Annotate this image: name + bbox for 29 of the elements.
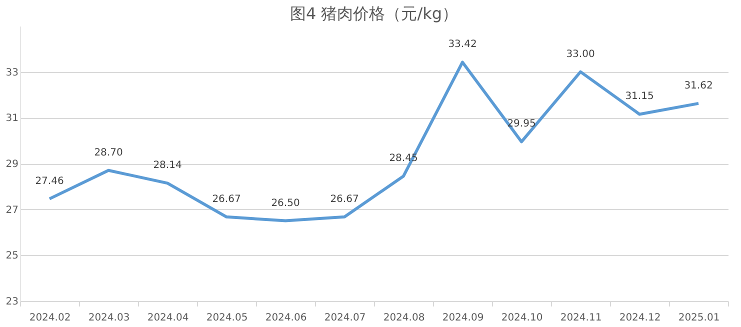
data-label: 26.50	[271, 198, 300, 209]
data-label: 28.14	[153, 160, 182, 172]
y-tick-label: 25	[6, 250, 18, 262]
x-tick-label: 2024.10	[501, 312, 543, 324]
y-tick-label: 31	[6, 113, 18, 124]
data-label: 26.67	[330, 194, 359, 205]
y-tick-label: 29	[6, 159, 18, 170]
x-tick-label: 2024.12	[619, 312, 661, 324]
x-tick-label: 2024.02	[29, 312, 71, 324]
x-tick-label: 2024.09	[442, 312, 484, 324]
x-tick-label: 2024.03	[88, 312, 130, 324]
x-tick-label: 2024.08	[383, 312, 425, 324]
data-label: 33.00	[566, 48, 595, 60]
y-tick-label: 23	[6, 296, 18, 308]
x-tick-label: 2024.05	[206, 312, 248, 324]
x-tick-label: 2024.06	[265, 312, 307, 324]
data-label: 31.62	[684, 80, 713, 92]
data-label: 28.70	[94, 147, 123, 158]
data-label: 27.46	[35, 176, 64, 187]
x-tick-label: 2025.01	[678, 312, 720, 324]
chart-title: 图4 猪肉价格（元/kg）	[290, 4, 458, 23]
y-tick-label: 33	[6, 67, 18, 78]
data-label: 26.67	[212, 194, 241, 205]
x-tick-label: 2024.11	[560, 312, 602, 324]
y-tick-label: 27	[6, 204, 18, 216]
x-tick-label: 2024.07	[324, 312, 366, 324]
data-label: 33.42	[448, 39, 477, 50]
data-label: 31.15	[625, 91, 654, 102]
x-tick-label: 2024.04	[147, 312, 189, 324]
